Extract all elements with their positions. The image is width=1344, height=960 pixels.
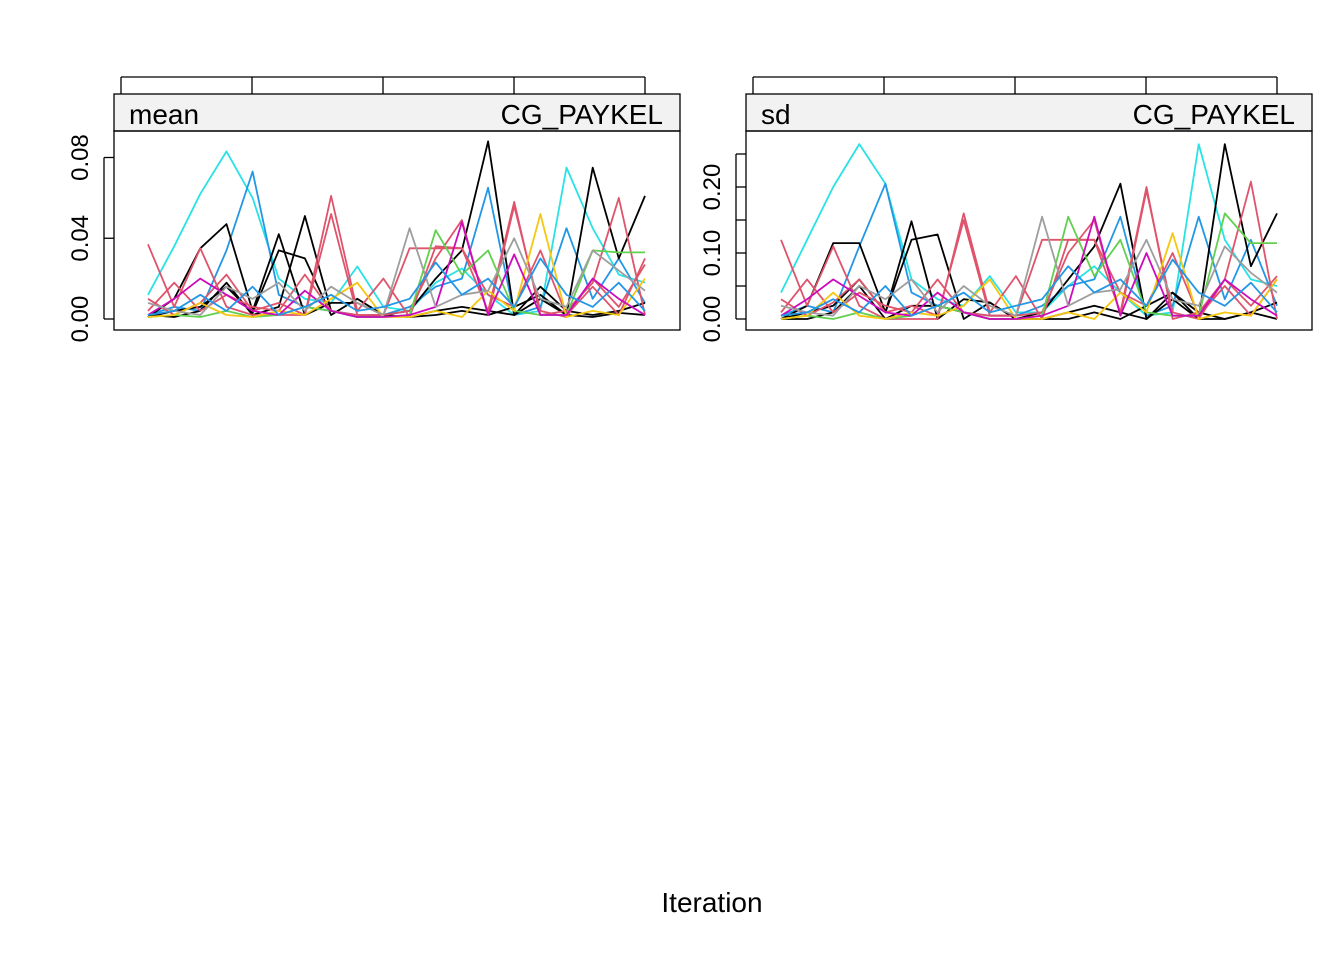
series-line-mean-6	[147, 204, 646, 318]
series-line-sd-11	[780, 215, 1278, 317]
panel-sd: sd CG_PAYKEL 0.00 0.10 0.20	[699, 76, 1313, 343]
x-axis-label: Iteration	[661, 887, 762, 918]
series-line-sd-6	[780, 189, 1278, 320]
series-line-sd-0	[780, 143, 1278, 317]
y-tick-label-mean-2: 0.08	[67, 134, 94, 181]
plot-frame-mean	[113, 130, 681, 331]
strip-right-label-sd: CG_PAYKEL	[1133, 99, 1295, 130]
series-line-mean-12	[147, 257, 646, 316]
series-group-mean	[147, 140, 646, 318]
strip-left-label-mean: mean	[129, 99, 199, 130]
y-tick-label-mean-1: 0.04	[67, 215, 94, 262]
series-group-sd	[780, 143, 1278, 320]
y-tick-label-sd-1: 0.10	[699, 230, 726, 277]
series-line-mean-9	[147, 213, 646, 318]
series-line-mean-0	[147, 150, 646, 316]
series-line-sd-12	[780, 258, 1278, 317]
x-axis-ticks-sd	[752, 76, 1278, 94]
strip-background-sd	[745, 93, 1313, 132]
y-tick-label-mean-0: 0.00	[67, 296, 94, 343]
panel-mean: mean CG_PAYKEL 0.00 0.04 0.08	[67, 76, 681, 342]
strip-left-label-sd: sd	[761, 99, 791, 130]
series-line-sd-10	[780, 215, 1278, 320]
y-tick-label-sd-2: 0.20	[699, 164, 726, 211]
y-axis-mean: 0.00 0.04 0.08	[67, 134, 114, 342]
x-axis-ticks-mean	[120, 76, 646, 94]
series-line-mean-5	[147, 194, 646, 318]
strip-background-mean	[113, 93, 681, 132]
y-axis-sd: 0.00 0.10 0.20	[699, 153, 746, 343]
series-line-mean-11	[147, 227, 646, 316]
series-line-sd-1	[780, 182, 1278, 317]
strip-right-label-mean: CG_PAYKEL	[501, 99, 663, 130]
series-line-mean-4	[147, 215, 646, 318]
y-tick-label-sd-0: 0.00	[699, 296, 726, 343]
plot-frame-sd	[745, 130, 1313, 331]
series-line-sd-7	[780, 238, 1278, 317]
series-line-mean-10	[147, 221, 646, 318]
